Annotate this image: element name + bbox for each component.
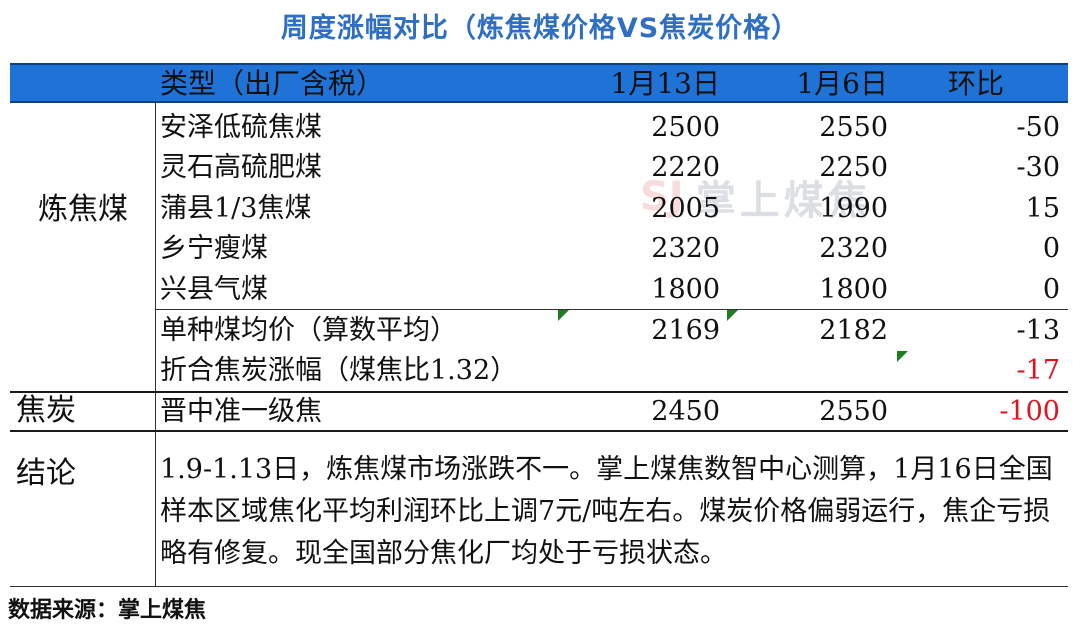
row-name: 单种煤均价（算数平均） bbox=[160, 315, 457, 346]
row-value-date1: 1800 bbox=[651, 274, 720, 305]
cell-marker-icon bbox=[558, 310, 569, 321]
section-coke: 焦炭 bbox=[16, 393, 76, 428]
row-change: -50 bbox=[1016, 112, 1060, 143]
watermark-logo: SJ bbox=[640, 174, 684, 220]
header-type: 类型（出厂含税） bbox=[160, 67, 385, 100]
row-value-date2: 1990 bbox=[819, 193, 888, 224]
conclusion-text: 1.9-1.13日，炼焦煤市场涨跌不一。掌上煤焦数智中心测算，1月16日全国样本… bbox=[160, 454, 1053, 569]
row-value-date2: 2182 bbox=[819, 315, 888, 346]
row-change: -17 bbox=[1016, 355, 1060, 386]
row-value-date2: 2320 bbox=[819, 233, 888, 264]
row-name: 晋中准一级焦 bbox=[160, 396, 322, 427]
row-change: 15 bbox=[1025, 193, 1060, 224]
row-change: 0 bbox=[1042, 233, 1060, 264]
row-change: 0 bbox=[1042, 274, 1060, 305]
watermark-text: 掌上煤焦 bbox=[695, 178, 872, 224]
row-change: -13 bbox=[1016, 315, 1060, 346]
row-value-date2: 2550 bbox=[819, 112, 888, 143]
section-coking-coal: 炼焦煤 bbox=[38, 192, 128, 227]
row-divider bbox=[155, 309, 1068, 310]
row-divider bbox=[10, 391, 1068, 393]
row-change: -30 bbox=[1016, 152, 1060, 183]
row-name: 灵石高硫肥煤 bbox=[160, 152, 322, 183]
header-change: 环比 bbox=[948, 67, 1005, 100]
header-date1: 1月13日 bbox=[610, 67, 720, 100]
row-value-date2: 1800 bbox=[819, 274, 888, 305]
row-value-date2: 2550 bbox=[819, 396, 888, 427]
row-name: 蒲县1/3焦煤 bbox=[160, 193, 312, 224]
row-value-date1: 2005 bbox=[651, 193, 720, 224]
row-divider bbox=[10, 430, 1068, 432]
row-name: 折合焦炭涨幅（煤焦比1.32） bbox=[160, 355, 518, 386]
cell-marker-icon bbox=[897, 351, 908, 362]
table-header-bar bbox=[10, 63, 1068, 103]
row-change: -100 bbox=[999, 396, 1060, 427]
row-value-date1: 2220 bbox=[651, 152, 720, 183]
page-title: 周度涨幅对比（炼焦煤价格VS焦炭价格） bbox=[280, 13, 800, 44]
row-value-date2: 2250 bbox=[819, 152, 888, 183]
data-source: 数据来源：掌上煤焦 bbox=[8, 598, 207, 623]
row-value-date1: 2450 bbox=[651, 396, 720, 427]
column-divider bbox=[155, 103, 156, 587]
header-date2: 1月6日 bbox=[796, 67, 888, 100]
watermark: SJ 掌上煤焦 bbox=[640, 168, 872, 226]
table-bottom-border bbox=[10, 586, 1068, 587]
cell-marker-icon bbox=[727, 310, 738, 321]
row-name: 安泽低硫焦煤 bbox=[160, 112, 322, 143]
row-value-date1: 2169 bbox=[651, 315, 720, 346]
row-name: 乡宁瘦煤 bbox=[160, 233, 268, 264]
row-value-date1: 2500 bbox=[651, 112, 720, 143]
row-value-date1: 2320 bbox=[651, 233, 720, 264]
row-name: 兴县气煤 bbox=[160, 274, 268, 305]
section-conclusion: 结论 bbox=[16, 456, 76, 491]
